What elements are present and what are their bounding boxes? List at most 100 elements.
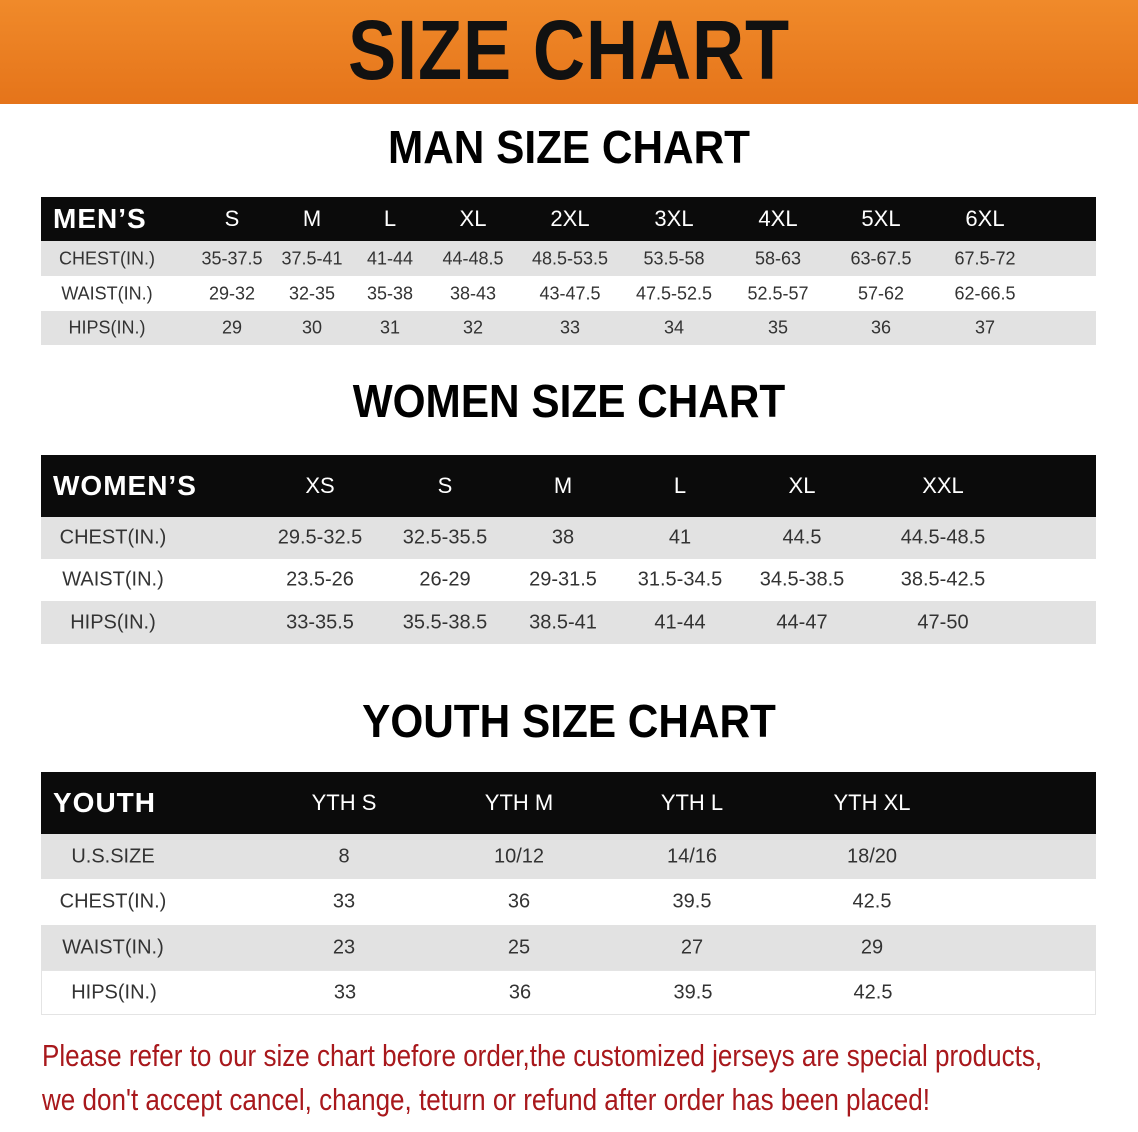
measurement-value: 31 — [379, 317, 401, 338]
table-row: CHEST(IN.) 29.5-32.5 32.5-35.5 38 41 44.5 44.5… — [41, 517, 1096, 559]
measurement-value: 44.5-48.5 — [900, 526, 986, 549]
measurement-value: 42.5 — [852, 890, 892, 913]
table-row: WAIST(IN.) 23.5-26 26-29 29-31.5 31.5-34.5 34… — [41, 559, 1096, 601]
measurement-value: 53.5-58 — [643, 248, 705, 268]
measurement-value: 29 — [860, 936, 884, 958]
measurement-label: HIPS(IN.) — [68, 317, 146, 338]
measurement-label: WAIST(IN.) — [61, 283, 153, 303]
measurement-value: 23.5-26 — [286, 568, 354, 591]
measurement-label: U.S.SIZE — [71, 845, 155, 867]
measurement-value: 44.5 — [782, 526, 822, 549]
measurement-value: 38.5-41 — [529, 611, 597, 633]
measurement-value: 32.5-35.5 — [402, 526, 488, 549]
table-row: CHEST(IN.) 35-37.5 37.5-41 41-44 44-48.5 48.5… — [41, 241, 1096, 276]
women-table-label: WOMEN’S — [53, 470, 197, 501]
measurement-value: 41-44 — [366, 248, 414, 268]
measurement-value: 34 — [663, 317, 685, 338]
size-header: S — [437, 473, 453, 498]
measurement-label: CHEST(IN.) — [59, 526, 167, 549]
table-row: CHEST(IN.) 33 36 39.5 42.5 — [41, 879, 1096, 925]
measurement-value: 48.5-53.5 — [531, 248, 609, 268]
size-header: 4XL — [758, 206, 798, 231]
size-header: S — [224, 206, 240, 231]
measurement-value: 33 — [332, 890, 356, 913]
table-row: HIPS(IN.) 29 30 31 32 33 34 35 36 37 — [41, 311, 1096, 345]
footer-notice-line-2: we don't accept cancel, change, teturn o… — [42, 1082, 931, 1117]
measurement-value: 41 — [668, 526, 692, 549]
measurement-value: 38 — [551, 526, 575, 549]
size-header: M — [302, 206, 322, 231]
measurement-value: 35-37.5 — [201, 248, 263, 268]
measurement-value: 32 — [462, 317, 484, 338]
measurement-value: 44-47 — [776, 611, 828, 633]
measurement-value: 29-31.5 — [529, 568, 597, 591]
measurement-value: 57-62 — [857, 283, 905, 303]
size-chart-banner: SIZE CHART — [0, 0, 1138, 104]
measurement-label: WAIST(IN.) — [62, 568, 164, 591]
measurement-value: 36 — [870, 317, 892, 338]
measurement-value: 33 — [333, 981, 357, 1003]
measurement-value: 38-43 — [449, 283, 497, 303]
measurement-value: 23 — [332, 936, 356, 958]
size-header: XS — [305, 473, 335, 498]
measurement-value: 32-35 — [288, 283, 336, 303]
measurement-value: 47.5-52.5 — [635, 283, 713, 303]
size-header: L — [673, 473, 687, 498]
measurement-value: 36 — [508, 981, 532, 1003]
women-section-title: WOMEN SIZE CHART — [352, 375, 786, 427]
women-size-table: WOMEN’S XS S M L XL XXL CHEST(IN.) 29.5-32.5 32.5… — [41, 455, 1096, 644]
measurement-value: 36 — [507, 890, 531, 913]
size-header: 2XL — [550, 206, 590, 231]
men-table-label: MEN’S — [53, 203, 147, 234]
measurement-value: 58-63 — [754, 248, 802, 268]
measurement-value: 8 — [338, 845, 350, 867]
youth-header-row: YOUTH YTH S YTH M YTH L YTH XL — [41, 772, 1096, 834]
youth-section-title: YOUTH SIZE CHART — [362, 695, 776, 747]
measurement-value: 27 — [680, 936, 704, 958]
youth-table-label: YOUTH — [53, 787, 156, 818]
measurement-value: 14/16 — [666, 845, 718, 867]
table-row: U.S.SIZE 8 10/12 14/16 18/20 — [41, 834, 1096, 879]
size-header: YTH S — [311, 790, 377, 815]
measurement-value: 39.5 — [672, 890, 712, 913]
measurement-value: 30 — [301, 317, 323, 338]
measurement-value: 18/20 — [846, 845, 898, 867]
measurement-value: 52.5-57 — [747, 283, 809, 303]
measurement-value: 35-38 — [366, 283, 414, 303]
size-header: XL — [788, 473, 816, 498]
men-section-title: MAN SIZE CHART — [387, 121, 751, 173]
measurement-value: 33-35.5 — [286, 611, 354, 633]
measurement-value: 31.5-34.5 — [637, 568, 723, 591]
measurement-value: 34.5-38.5 — [759, 568, 845, 591]
measurement-label: CHEST(IN.) — [59, 248, 155, 268]
measurement-label: HIPS(IN.) — [70, 611, 156, 633]
men-size-table: MEN’S S M L XL 2XL 3XL 4XL 5XL 6XL CHEST(IN.) 35-37… — [41, 197, 1096, 345]
measurement-value: 62-66.5 — [954, 283, 1016, 303]
measurement-value: 38.5-42.5 — [900, 568, 986, 591]
measurement-value: 10/12 — [493, 845, 545, 867]
measurement-value: 33 — [559, 317, 581, 338]
measurement-value: 43-47.5 — [539, 283, 601, 303]
measurement-value: 29-32 — [208, 283, 256, 303]
size-header: XL — [459, 206, 487, 231]
size-header: XXL — [922, 473, 964, 498]
banner-title: SIZE CHART — [347, 3, 791, 97]
measurement-value: 63-67.5 — [850, 248, 912, 268]
measurement-value: 35.5-38.5 — [402, 611, 488, 633]
footer-notice-line-1: Please refer to our size chart before or… — [42, 1038, 1043, 1073]
size-header: YTH XL — [833, 790, 911, 815]
measurement-value: 44-48.5 — [442, 248, 504, 268]
measurement-value: 47-50 — [917, 611, 969, 633]
measurement-value: 37 — [974, 317, 996, 338]
measurement-value: 35 — [767, 317, 789, 338]
youth-size-table: YOUTH YTH S YTH M YTH L YTH XL U.S.SIZE 8 10/12… — [41, 772, 1096, 1015]
measurement-value: 42.5 — [853, 981, 893, 1003]
measurement-value: 39.5 — [673, 981, 713, 1003]
size-header: M — [553, 473, 573, 498]
measurement-value: 25 — [507, 936, 531, 958]
measurement-value: 67.5-72 — [954, 248, 1016, 268]
size-header: YTH L — [660, 790, 724, 815]
size-header: L — [383, 206, 397, 231]
size-header: 5XL — [861, 206, 901, 231]
size-header: 6XL — [965, 206, 1005, 231]
